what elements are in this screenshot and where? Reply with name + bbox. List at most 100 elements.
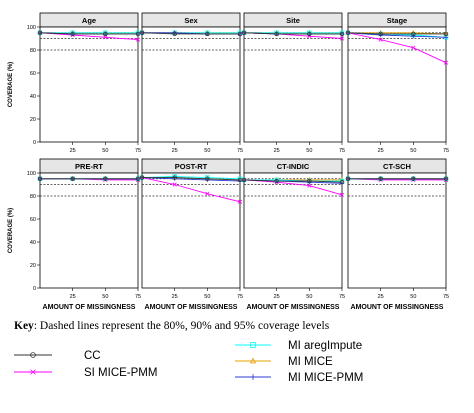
data-point <box>378 176 383 181</box>
data-point <box>274 31 279 37</box>
x-tick-label: 50 <box>102 294 108 300</box>
panel-title: CT-SCH <box>383 162 411 171</box>
y-tick-label: 40 <box>30 94 36 100</box>
data-point <box>205 176 210 181</box>
panel-stage: Stage 25 50 75 <box>345 12 449 154</box>
x-axis-label: AMOUNT OF MISSINGNESS <box>145 304 238 311</box>
legend-label: MI MICE-PMM <box>288 372 363 384</box>
data-point <box>307 183 312 188</box>
x-axis-label: AMOUNT OF MISSINGNESS <box>43 304 136 311</box>
series-line <box>39 32 139 41</box>
legend-marker <box>249 357 257 364</box>
panel-age: Age 0 20 40 60 80 100 COVERAGE (%) 25 50 75 <box>8 12 141 154</box>
legend-label: CC <box>84 350 101 362</box>
panel-plot-area <box>141 26 241 143</box>
x-tick-label: 25 <box>70 148 76 154</box>
series-line <box>141 175 241 180</box>
y-axis-label: COVERAGE (%) <box>8 62 14 107</box>
x-tick-label: 50 <box>306 148 312 154</box>
data-point <box>339 192 345 197</box>
legend-item-si-mice-pmm: SI MICE-PMM <box>14 367 157 379</box>
data-point <box>274 178 279 184</box>
data-point <box>205 191 210 196</box>
data-point <box>172 182 177 187</box>
series-line <box>347 32 446 35</box>
key-label: Key <box>14 320 34 332</box>
data-point <box>411 45 416 50</box>
legend-marker <box>250 374 256 380</box>
x-tick-label: 50 <box>204 148 210 154</box>
series-line <box>347 32 447 64</box>
x-tick-label: 75 <box>135 294 141 300</box>
data-point <box>241 30 247 35</box>
data-point <box>205 31 210 37</box>
data-point <box>378 37 383 42</box>
series-cc <box>37 30 141 37</box>
series-line <box>243 179 343 183</box>
legend-item-mi-mice-pmm: MI MICE-PMM <box>235 372 363 384</box>
data-point <box>37 176 43 181</box>
legend-item-cc: CC <box>14 350 101 362</box>
panel-plot-area <box>347 26 447 143</box>
legend-item-mi-aregimpute: MI aregImpute <box>235 340 362 352</box>
data-point <box>345 30 351 35</box>
panel-pre-rt: PRE-RT 0 20 40 60 80 100 COVERAGE (%) 25 50 75 AMOU… <box>8 158 141 311</box>
x-tick-label: 75 <box>443 148 449 154</box>
y-tick-label: 80 <box>30 194 36 200</box>
series-cc <box>37 176 141 181</box>
legend-marker <box>30 352 36 358</box>
y-axis-label: COVERAGE (%) <box>8 208 14 253</box>
series-line <box>142 177 241 181</box>
panel-ct-indic: CT-INDIC 25 50 75 AMOUNT OF MISSINGNESS <box>241 158 345 311</box>
x-tick-label: 75 <box>339 294 345 300</box>
panel-post-rt: POST-RT 25 50 75 AMOUNT OF MISSINGNESS <box>139 158 243 311</box>
panel-title: CT-INDIC <box>277 162 310 171</box>
y-tick-label: 60 <box>30 217 36 223</box>
x-tick-label: 25 <box>172 148 178 154</box>
data-point <box>103 35 108 40</box>
series-line <box>243 179 343 196</box>
data-point <box>443 176 449 181</box>
panel-title: PRE-RT <box>75 162 103 171</box>
panel-plot-area <box>347 172 447 289</box>
panel-ct-sch: CT-SCH 25 50 75 AMOUNT OF MISSINGNESS <box>345 158 449 311</box>
panel-plot-area <box>243 26 343 143</box>
series-cc <box>241 177 345 185</box>
x-tick-label: 25 <box>172 294 178 300</box>
x-tick-label: 75 <box>135 148 141 154</box>
panel-site: Site 25 50 75 <box>241 12 345 154</box>
series-cc <box>345 30 449 37</box>
x-tick-label: 50 <box>410 148 416 154</box>
data-point <box>411 34 416 39</box>
x-tick-label: 75 <box>339 148 345 154</box>
y-tick-label: 40 <box>30 240 36 246</box>
data-point <box>103 176 108 181</box>
y-tick-label: 100 <box>27 25 36 31</box>
x-tick-label: 50 <box>204 294 210 300</box>
series-cc <box>241 30 345 37</box>
y-tick-label: 100 <box>27 171 36 177</box>
data-point <box>103 31 108 37</box>
legend-label: SI MICE-PMM <box>84 367 157 379</box>
data-point <box>345 176 351 181</box>
y-tick-label: 80 <box>30 48 36 54</box>
series-line <box>141 177 241 182</box>
series-line <box>243 32 342 35</box>
data-point <box>241 177 247 183</box>
x-tick-label: 75 <box>237 294 243 300</box>
data-point <box>339 36 345 41</box>
data-point <box>139 30 145 35</box>
data-point <box>307 178 312 184</box>
data-point <box>139 175 145 180</box>
series-line <box>141 32 240 35</box>
x-tick-label: 25 <box>70 294 76 300</box>
y-tick-label: 0 <box>33 286 36 292</box>
panel-sex: Sex 25 50 75 <box>139 12 243 154</box>
series-line <box>348 32 447 35</box>
legend-item-mi-mice: MI MICE <box>235 356 333 368</box>
data-point <box>411 176 416 181</box>
series-cc <box>139 30 243 37</box>
panel-title: Sex <box>184 16 198 25</box>
y-tick-label: 0 <box>33 140 36 146</box>
